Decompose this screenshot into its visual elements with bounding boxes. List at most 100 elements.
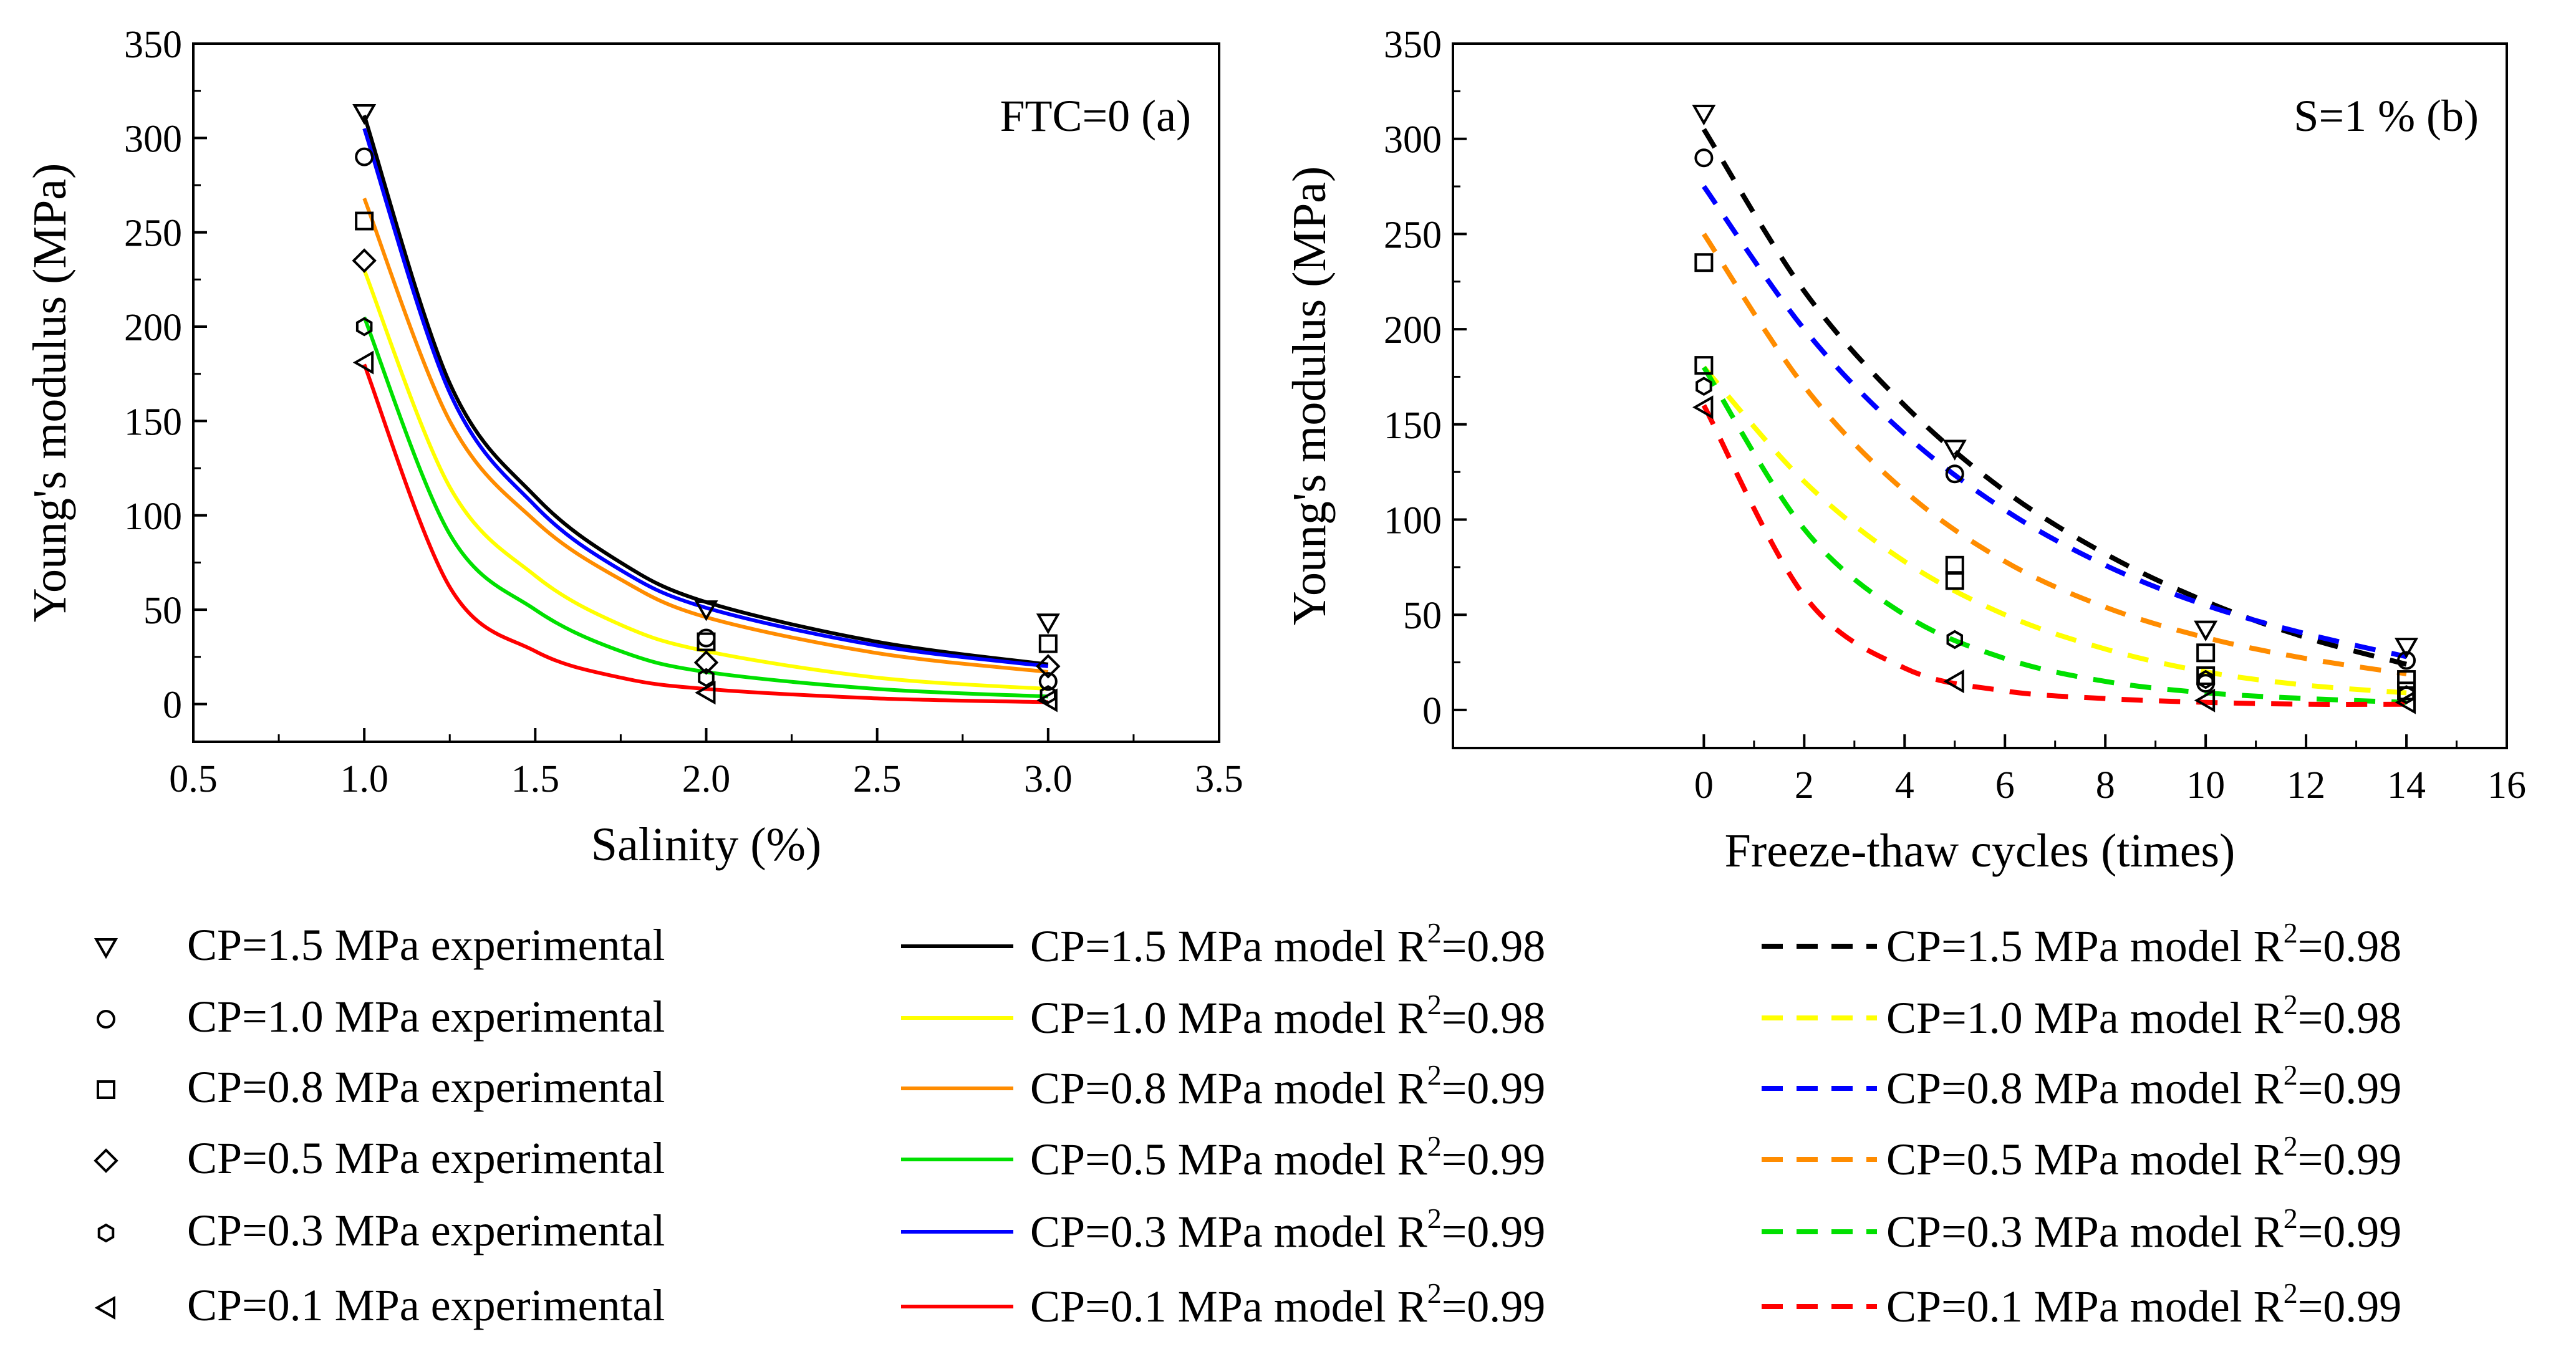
legend-marker: [97, 1223, 115, 1243]
y-tick-label: 100: [1384, 500, 1442, 542]
x-tick-label: 1.0: [340, 758, 388, 800]
x-axis-label: Freeze-thaw cycles (times): [1725, 825, 2236, 877]
model-curve: [362, 115, 1049, 666]
panel-b: 0 50 100 150 200 250 300 350 0 2 4 6 8 10 12 14 16 Freeze…: [1283, 24, 2526, 877]
model-curve: [1701, 404, 2407, 707]
panel-annotation: FTC=0 (a): [1000, 91, 1191, 141]
legend-label: CP=0.8 MPa experimental: [187, 1062, 665, 1112]
data-point: [355, 211, 374, 231]
model-curve: [1701, 128, 2408, 667]
data-point: [693, 650, 719, 675]
legend-label: CP=0.5 MPa model R2=0.99: [1886, 1130, 2401, 1184]
x-tick-label: 2.0: [682, 758, 731, 800]
data-point: [355, 317, 373, 337]
legend-label: CP=1.5 MPa experimental: [187, 920, 665, 970]
legend-marker: [94, 1295, 115, 1320]
data-point: [1694, 356, 1714, 375]
x-tick-label: 6: [1995, 764, 2015, 807]
panel-a: 0 50 100 150 200 250 300 350 0.5 1.0 1.5 2.0 2.5 3.0 3…: [24, 24, 1243, 871]
y-tick-label: 250: [1384, 214, 1442, 256]
data-point: [698, 668, 715, 688]
data-point: [1038, 634, 1058, 653]
y-tick-label: 250: [124, 213, 182, 255]
data-point: [2197, 669, 2214, 689]
y-tick-label: 150: [1384, 405, 1442, 447]
data-point: [697, 632, 716, 651]
legend-label: CP=0.3 MPa experimental: [187, 1206, 665, 1255]
legend-label: CP=1.0 MPa model R2=0.98: [1030, 989, 1545, 1043]
data-point: [1692, 105, 1716, 126]
x-tick-label: 0: [1694, 764, 1714, 807]
data-point: [1945, 555, 1964, 575]
data-point: [1036, 654, 1061, 679]
x-tick-label: 2.5: [853, 758, 902, 800]
model-curve: [362, 316, 1048, 699]
legend-label: CP=1.0 MPa experimental: [187, 992, 665, 1042]
data-point: [1036, 613, 1060, 635]
model-curve: [1701, 366, 2407, 705]
data-point: [2398, 685, 2415, 704]
y-tick-label: 350: [124, 24, 182, 66]
data-point: [2395, 638, 2419, 659]
legend-label: CP=1.5 MPa model R2=0.98: [1886, 917, 2401, 971]
plot-frame: [1452, 42, 2508, 749]
x-tick-label: 1.5: [511, 758, 560, 800]
model-curve: [362, 128, 1049, 668]
x-tick-label: 4: [1895, 764, 1914, 807]
data-point: [695, 681, 716, 705]
legend-label: CP=1.5 MPa model R2=0.98: [1030, 917, 1545, 971]
model-curve: [1702, 233, 2407, 676]
y-tick-label: 50: [1403, 595, 1442, 637]
x-tick-label: 16: [2487, 764, 2526, 807]
x-tick-label: 2: [1795, 764, 1814, 807]
data-point: [1694, 253, 1714, 272]
data-point: [355, 147, 374, 166]
legend-label: CP=0.1 MPa model R2=0.99: [1030, 1277, 1545, 1331]
data-point: [352, 248, 377, 273]
y-axis-label: Young's modulus (MPa): [24, 163, 76, 623]
data-point: [352, 104, 377, 125]
data-point: [697, 628, 716, 648]
y-axis-label: Young's modulus (MPa): [1283, 166, 1336, 626]
data-point: [1038, 672, 1058, 691]
x-tick-label: 12: [2287, 764, 2325, 807]
x-tick-label: 10: [2186, 764, 2225, 807]
x-tick-label: 8: [2096, 764, 2115, 807]
data-point: [2194, 620, 2218, 641]
data-point: [2397, 651, 2416, 670]
legend-label: CP=0.1 MPa model R2=0.99: [1886, 1277, 2401, 1331]
y-tick-label: 350: [1384, 24, 1442, 66]
y-tick-label: 0: [1422, 690, 1442, 732]
legend-label: CP=1.0 MPa model R2=0.98: [1886, 989, 2401, 1043]
legend-label: CP=0.3 MPa model R2=0.99: [1886, 1202, 2401, 1257]
y-tick-label: 300: [1384, 119, 1442, 161]
y-tick-label: 50: [143, 590, 182, 632]
data-point: [2196, 643, 2216, 663]
data-point: [1945, 464, 1964, 484]
legend-marker: [97, 1080, 115, 1099]
model-curve: [362, 269, 1049, 691]
legend-marker: [94, 1148, 118, 1173]
y-tick-label: 200: [124, 307, 182, 349]
y-tick-label: 150: [124, 401, 182, 443]
data-point: [1692, 395, 1714, 420]
x-tick-label: 3.5: [1195, 758, 1243, 800]
legend-label: CP=0.3 MPa model R2=0.99: [1030, 1202, 1545, 1257]
data-point: [2194, 688, 2216, 712]
data-point: [694, 600, 718, 621]
panel-annotation: S=1 % (b): [2294, 91, 2479, 141]
y-tick-label: 200: [1384, 309, 1442, 352]
legend: CP=1.5 MPa experimental CP=1.0 MPa experi…: [94, 917, 2401, 1331]
legend-label: CP=0.8 MPa model R2=0.99: [1030, 1059, 1545, 1113]
x-axis-label: Salinity (%): [591, 818, 821, 871]
x-tick-label: 14: [2387, 764, 2426, 807]
data-point: [1694, 148, 1714, 168]
data-point: [1943, 669, 1964, 694]
data-point: [1036, 688, 1058, 712]
model-curve: [1702, 365, 2407, 696]
legend-label: CP=0.8 MPa model R2=0.99: [1886, 1059, 2401, 1113]
data-point: [1696, 377, 1712, 396]
plot-frame: [192, 42, 1220, 743]
legend-label: CP=0.1 MPa experimental: [187, 1280, 665, 1330]
x-tick-label: 0.5: [169, 758, 218, 800]
